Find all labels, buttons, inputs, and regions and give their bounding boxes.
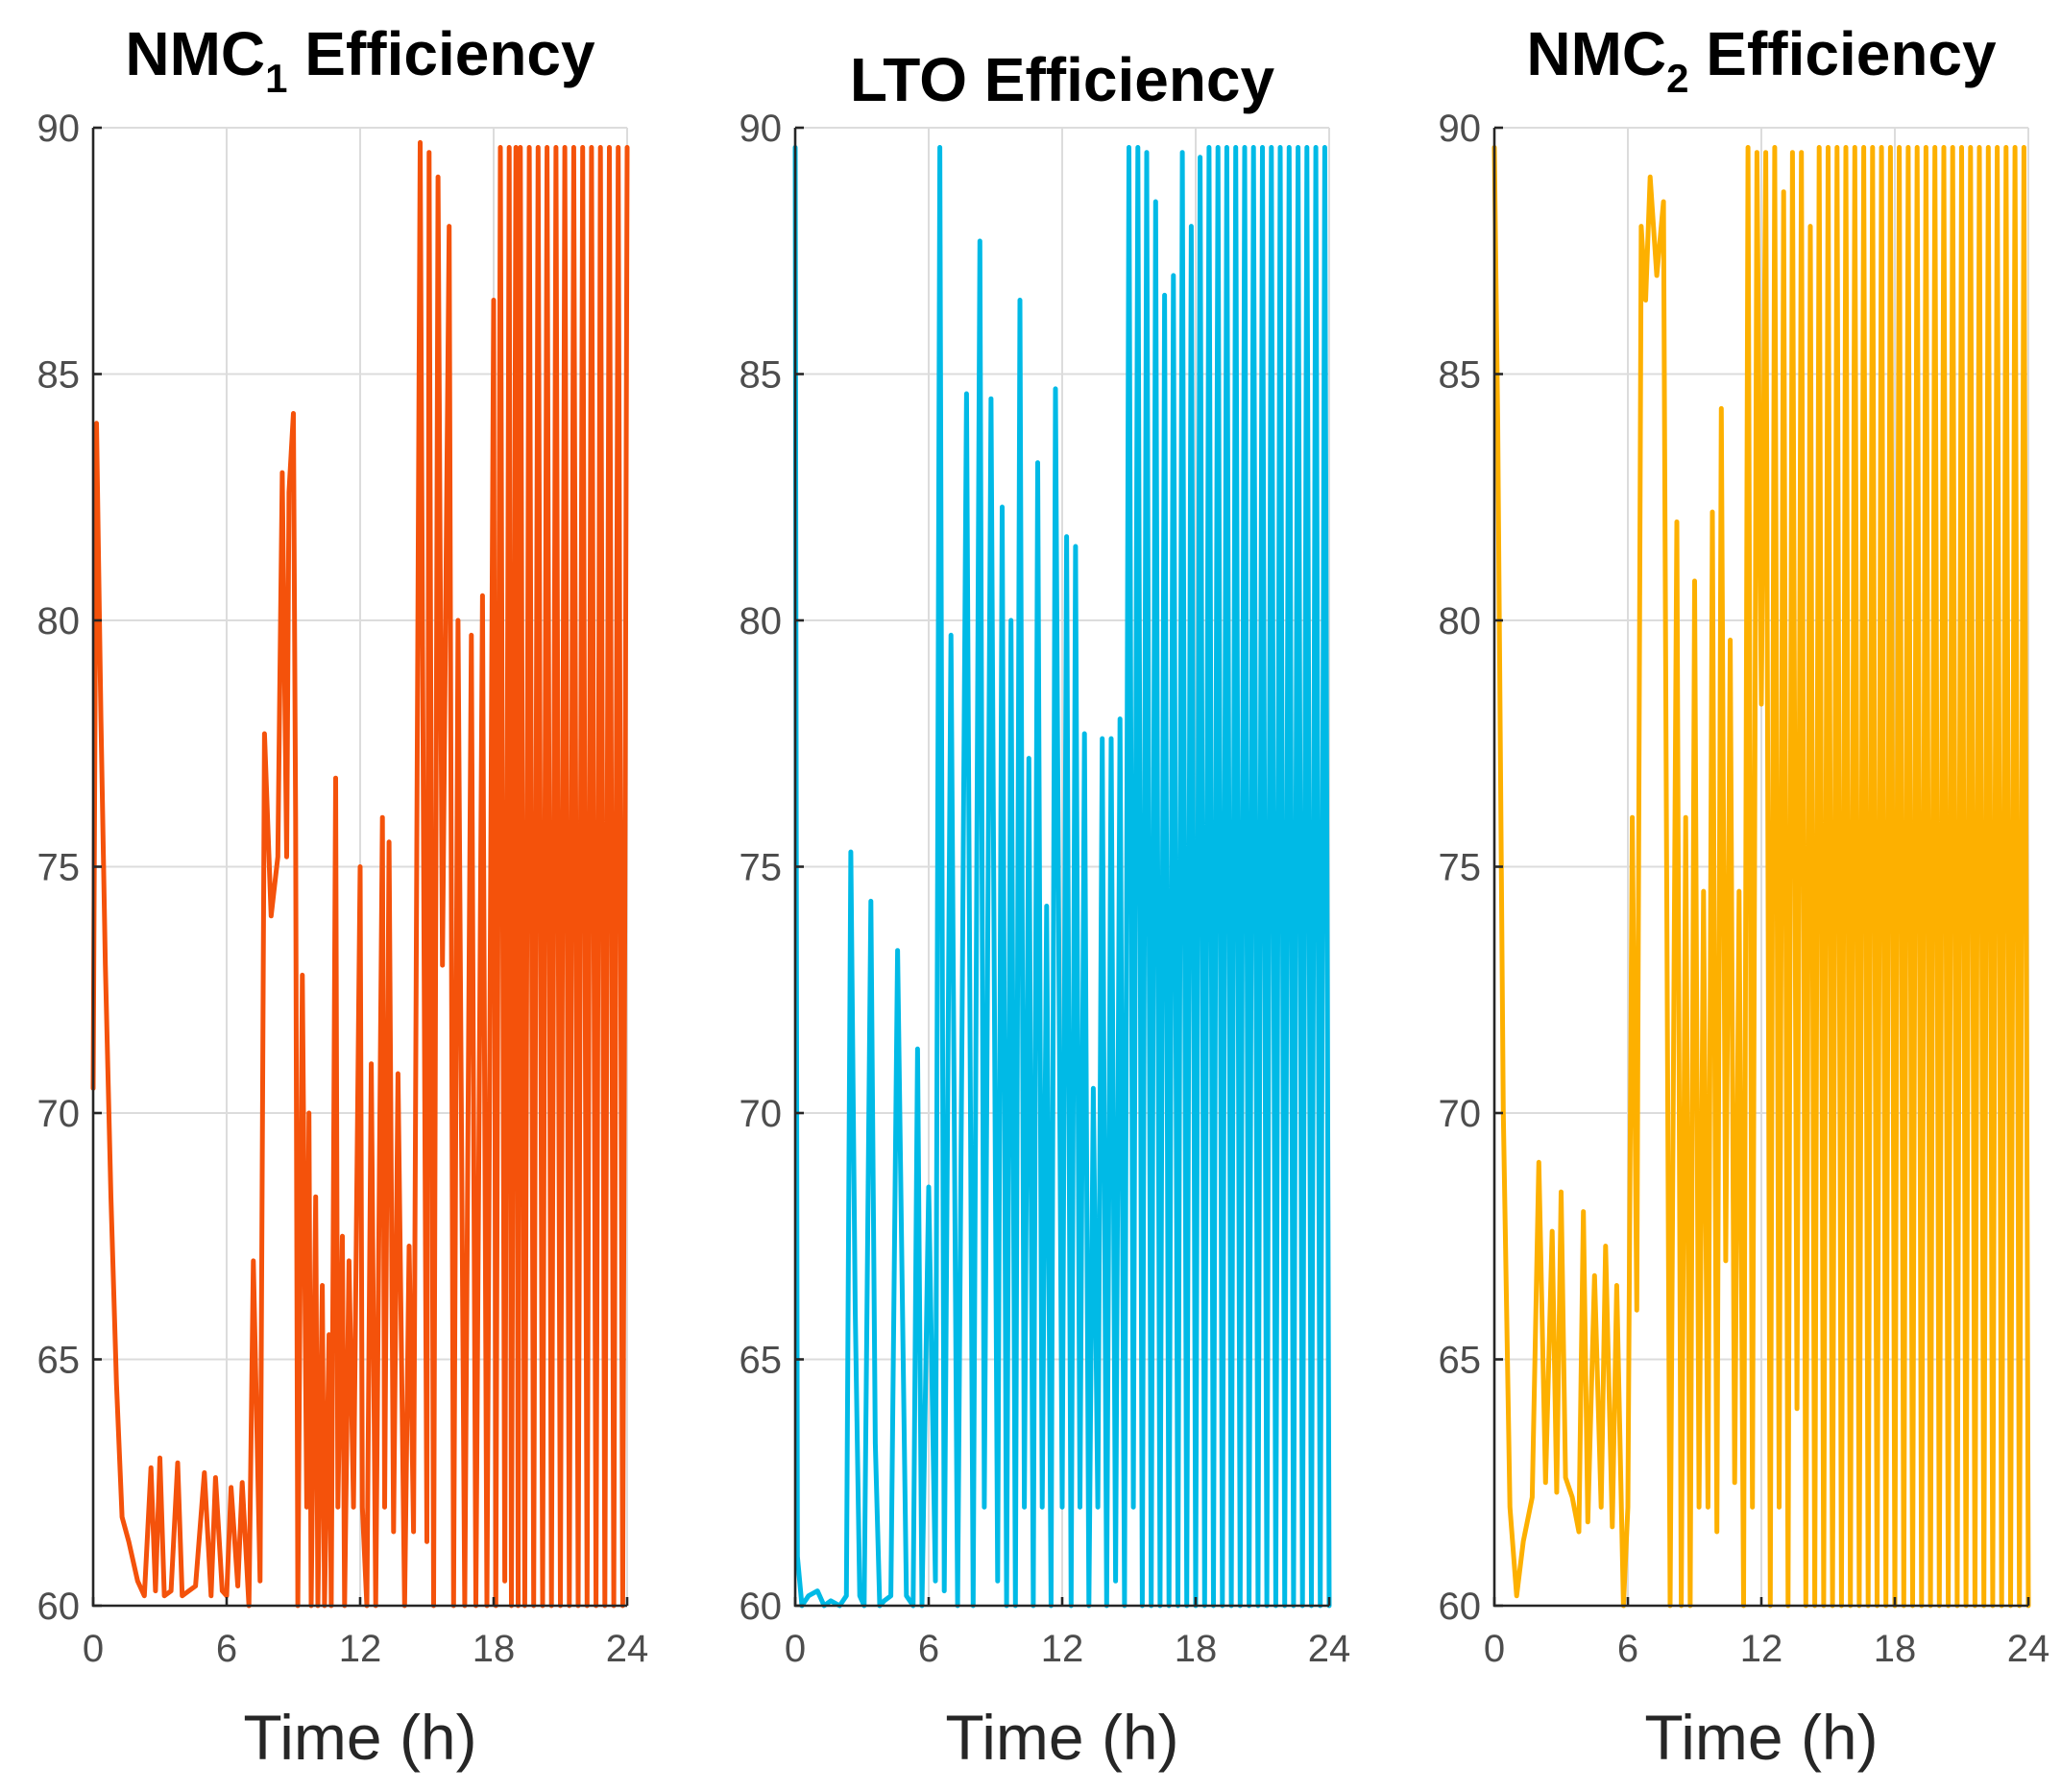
y-tick-label: 85 <box>1439 354 1482 397</box>
x-tick-label: 18 <box>473 1628 516 1670</box>
y-tick-label: 85 <box>37 354 81 397</box>
x-tick-label: 12 <box>1740 1628 1783 1670</box>
x-tick-label: 24 <box>2007 1628 2050 1670</box>
x-tick-label: 12 <box>339 1628 382 1670</box>
y-tick-label: 80 <box>1439 600 1482 642</box>
x-tick-label: 6 <box>216 1628 237 1670</box>
x-axis-label: Time (h) <box>1644 1702 1878 1773</box>
x-tick-label: 24 <box>606 1628 649 1670</box>
y-tick-label: 75 <box>37 847 81 889</box>
y-tick-label: 90 <box>37 108 81 150</box>
x-tick-label: 6 <box>1617 1628 1638 1670</box>
y-tick-label: 80 <box>37 600 81 642</box>
y-tick-label: 80 <box>740 600 783 642</box>
y-tick-label: 60 <box>1439 1586 1482 1628</box>
x-tick-label: 6 <box>918 1628 939 1670</box>
y-tick-label: 90 <box>1439 108 1482 150</box>
y-tick-label: 65 <box>1439 1340 1482 1382</box>
x-tick-label: 18 <box>1874 1628 1917 1670</box>
x-tick-label: 18 <box>1175 1628 1218 1670</box>
chart-title: NMC2 Efficiency <box>1526 19 1997 101</box>
y-tick-label: 90 <box>740 108 783 150</box>
series-line-1 <box>1491 145 2031 1609</box>
y-tick-label: 75 <box>1439 847 1482 889</box>
chart-panel-2: 60 65 70 75 80 85 90 0 6 12 18 24 Time (h) LTO Effici… <box>740 45 1351 1773</box>
y-tick-label: 65 <box>37 1340 81 1382</box>
y-tick-label: 65 <box>740 1340 783 1382</box>
y-tick-label: 85 <box>740 354 783 397</box>
x-tick-label: 0 <box>83 1628 104 1670</box>
y-tick-label: 60 <box>37 1586 81 1628</box>
y-tick-label: 70 <box>740 1093 783 1135</box>
chart-title: LTO Efficiency <box>850 45 1275 114</box>
x-tick-label: 24 <box>1308 1628 1351 1670</box>
x-axis-label: Time (h) <box>243 1702 476 1773</box>
y-tick-label: 60 <box>740 1586 783 1628</box>
chart-panel-1: 60 65 70 75 80 85 90 0 6 12 18 24 Time (h) NMC1 Effic… <box>37 19 649 1773</box>
y-tick-label: 70 <box>1439 1093 1482 1135</box>
x-tick-label: 0 <box>1484 1628 1505 1670</box>
chart-title: NMC1 Efficiency <box>125 19 595 101</box>
x-tick-label: 0 <box>785 1628 806 1670</box>
x-axis-label: Time (h) <box>945 1702 1178 1773</box>
y-tick-label: 75 <box>740 847 783 889</box>
y-tick-label: 70 <box>37 1093 81 1135</box>
chart-panel-3: 60 65 70 75 80 85 90 0 6 12 18 24 Time (h) NMC2 Effic… <box>1439 19 2050 1773</box>
series-line-1 <box>792 145 1332 1609</box>
x-tick-label: 12 <box>1041 1628 1084 1670</box>
